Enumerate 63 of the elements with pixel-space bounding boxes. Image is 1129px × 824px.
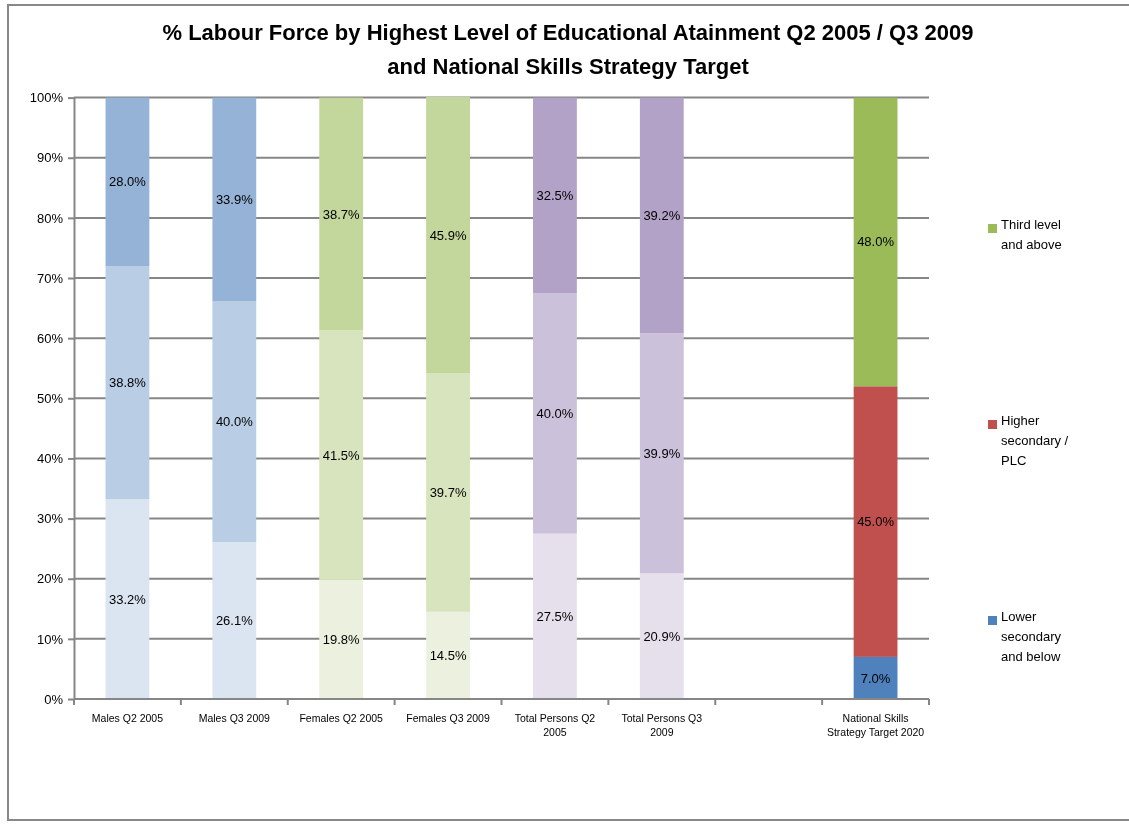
y-tick-label: 30% <box>36 511 64 527</box>
legend-label: Lower secondary and below <box>1001 609 1062 664</box>
data-label: 45.0% <box>857 514 895 530</box>
bar <box>319 330 364 580</box>
bar <box>319 97 364 331</box>
x-tick-label: Total Persons Q2 2005 <box>514 712 596 738</box>
chart-title: % Labour Force by Highest Level of Educational Atainment Q2 2005 / Q3 2009 and National Skills Strategy Target <box>162 20 974 79</box>
bar <box>426 97 470 374</box>
data-label: 45.9% <box>429 227 467 243</box>
y-tick-label: 100% <box>29 90 64 106</box>
y-tick-label: 70% <box>36 270 64 286</box>
x-tick-label: Males Q2 2005 <box>91 712 164 724</box>
data-label: 33.9% <box>215 192 254 208</box>
data-label: 41.5% <box>322 447 361 463</box>
bar <box>853 97 898 387</box>
bar <box>212 301 257 543</box>
data-label: 39.7% <box>429 484 467 500</box>
data-label: 38.7% <box>322 206 361 222</box>
x-tick-label: National Skills Strategy Target 2020 <box>826 712 925 738</box>
data-label: 28.0% <box>109 174 147 190</box>
x-tick-label: Males Q3 2009 <box>198 712 271 724</box>
data-label: 33.2% <box>109 591 147 607</box>
bar <box>426 611 470 699</box>
data-label: 14.5% <box>429 647 467 663</box>
bar <box>105 97 150 266</box>
data-label: 20.9% <box>643 628 681 644</box>
data-label: 7.0% <box>860 670 891 686</box>
bar <box>639 97 684 334</box>
y-tick-label: 90% <box>36 150 64 166</box>
bar <box>533 97 577 294</box>
y-tick-label: 40% <box>36 451 64 467</box>
bar <box>533 293 577 534</box>
data-label: 40.0% <box>536 405 574 421</box>
x-tick-label: Females Q3 2009 <box>406 712 490 724</box>
y-tick-label: 20% <box>36 571 64 587</box>
data-label: 26.1% <box>215 613 254 629</box>
bar <box>212 542 257 699</box>
data-label: 32.5% <box>536 187 574 203</box>
data-label: 48.0% <box>857 234 895 250</box>
bar <box>533 533 577 699</box>
y-tick-label: 10% <box>36 631 64 647</box>
bar <box>426 373 470 612</box>
bar <box>212 97 257 302</box>
bar <box>853 386 898 657</box>
x-tick-label: Total Persons Q3 2009 <box>621 712 703 738</box>
data-label: 38.8% <box>109 375 147 391</box>
data-label: 39.2% <box>643 208 681 224</box>
data-label: 19.8% <box>322 632 361 648</box>
y-tick-label: 0% <box>44 691 64 707</box>
data-label: 40.0% <box>215 414 254 430</box>
bar <box>319 579 364 699</box>
bar <box>105 265 150 500</box>
x-tick-label: Females Q2 2005 <box>299 712 384 724</box>
bar <box>639 333 684 574</box>
y-tick-label: 60% <box>36 330 64 346</box>
bar <box>639 573 684 699</box>
data-label: 27.5% <box>536 608 574 624</box>
data-label: 39.9% <box>643 445 681 461</box>
bar <box>105 499 150 699</box>
y-tick-label: 50% <box>36 390 64 406</box>
y-tick-label: 80% <box>36 210 64 226</box>
legend-label: Third level and above <box>1001 217 1062 252</box>
legend-label: Higher secondary / PLC <box>1001 413 1069 468</box>
